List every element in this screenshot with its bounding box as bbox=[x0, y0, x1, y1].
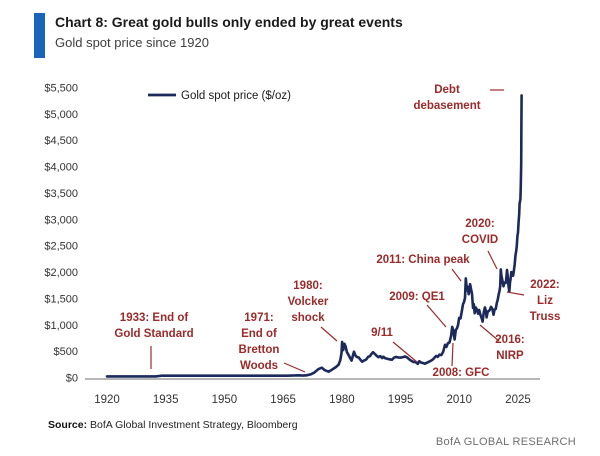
annotation-2016-nirp-text: 2016: bbox=[495, 334, 524, 346]
y-axis-tick-label: $2,500 bbox=[44, 241, 78, 253]
y-axis-tick-label: $1,000 bbox=[44, 320, 78, 332]
annotation-1971-bretton-woods-pointer bbox=[283, 362, 306, 373]
annotation-debt-debasement-text: debasement bbox=[413, 100, 480, 112]
annotation-2011-china-peak: 2011: China peak bbox=[376, 254, 470, 282]
y-axis-tick-label: $2,000 bbox=[44, 267, 78, 279]
annotation-1971-bretton-woods-text: Woods bbox=[240, 360, 278, 372]
annotation-1933-gold-standard-text: 1933: End of bbox=[120, 312, 189, 324]
annotation-2020-covid: 2020: COVID bbox=[462, 218, 498, 270]
x-axis-tick-label: 1935 bbox=[153, 394, 179, 406]
x-axis-tick-label: 1965 bbox=[270, 394, 296, 406]
annotation-2009-qe1: 2009: QE1 bbox=[389, 291, 447, 328]
x-axis-tick-label: 1950 bbox=[212, 394, 238, 406]
chart-subtitle: Gold spot price since 1920 bbox=[55, 34, 209, 50]
annotation-1933-gold-standard-text: Gold Standard bbox=[114, 328, 193, 340]
y-axis-tick-label: $500 bbox=[54, 346, 78, 358]
annotation-1980-volcker-shock-pointer bbox=[320, 326, 338, 342]
x-axis-tick-label: 1920 bbox=[94, 394, 120, 406]
y-axis-tick-label: $5,500 bbox=[44, 83, 78, 95]
y-axis-tick-label: $3,500 bbox=[44, 188, 78, 200]
y-axis-tick-label: $0 bbox=[66, 373, 78, 385]
annotation-debt-debasement: Debt debasement bbox=[413, 84, 504, 112]
chart-header: Chart 8: Great gold bulls only ended by … bbox=[34, 13, 403, 58]
accent-bar bbox=[34, 13, 45, 58]
annotation-9-11-pointer bbox=[392, 341, 418, 363]
source-label: Source: bbox=[48, 419, 88, 431]
annotation-2011-china-peak-pointer bbox=[451, 268, 462, 282]
y-axis-tick-label: $3,000 bbox=[44, 214, 78, 226]
source-line: Source: BofA Global Investment Strategy,… bbox=[48, 419, 298, 431]
annotation-2022-liz-truss-pointer bbox=[506, 291, 525, 296]
header-text-block: Chart 8: Great gold bulls only ended by … bbox=[55, 13, 403, 58]
annotation-1971-bretton-woods-text: End of bbox=[241, 328, 277, 340]
annotation-2020-covid-pointer bbox=[487, 250, 498, 270]
annotation-9-11-text: 9/11 bbox=[371, 327, 393, 339]
annotation-2016-nirp: 2016: NIRP bbox=[479, 324, 525, 362]
annotation-1980-volcker-shock-text: 1980: bbox=[293, 280, 322, 292]
annotation-2020-covid-text: 2020: bbox=[465, 218, 494, 230]
annotation-1971-bretton-woods: 1971: End of Bretton Woods bbox=[239, 312, 306, 373]
annotation-2022-liz-truss-text: Truss bbox=[530, 311, 561, 323]
legend-label: Gold spot price ($/oz) bbox=[181, 90, 291, 102]
annotation-1933-gold-standard: 1933: End of Gold Standard bbox=[114, 312, 194, 369]
annotation-2022-liz-truss-text: Liz bbox=[537, 295, 553, 307]
y-axis-tick-label: $4,500 bbox=[44, 135, 78, 147]
annotation-1971-bretton-woods-text: 1971: bbox=[244, 312, 273, 324]
annotation-2009-qe1-pointer bbox=[426, 304, 447, 328]
x-axis-tick-label: 1980 bbox=[329, 394, 355, 406]
annotation-2009-qe1-text: 2009: QE1 bbox=[389, 291, 445, 303]
chart-title: Chart 8: Great gold bulls only ended by … bbox=[55, 14, 403, 30]
y-axis-tick-label: $1,500 bbox=[44, 293, 78, 305]
brand-text: BofA GLOBAL RESEARCH bbox=[435, 436, 576, 448]
annotation-9-11: 9/11 bbox=[371, 327, 418, 363]
y-axis-tick-label: $4,000 bbox=[44, 162, 78, 174]
source-text: BofA Global Investment Strategy, Bloombe… bbox=[87, 419, 298, 431]
annotation-2011-china-peak-text: 2011: China peak bbox=[376, 254, 470, 266]
annotation-1980-volcker-shock: 1980: Volcker shock bbox=[288, 280, 338, 342]
annotation-2016-nirp-text: NIRP bbox=[496, 350, 524, 362]
gold-price-line bbox=[105, 94, 523, 378]
annotation-2008-gfc: 2008: GFC bbox=[433, 342, 490, 379]
annotation-2022-liz-truss: 2022: Liz Truss bbox=[506, 279, 561, 323]
annotation-2008-gfc-pointer bbox=[451, 342, 454, 367]
annotation-2016-nirp-pointer bbox=[479, 324, 500, 342]
annotation-1980-volcker-shock-text: Volcker bbox=[288, 296, 329, 308]
annotation-1971-bretton-woods-text: Bretton bbox=[239, 344, 280, 356]
annotation-debt-debasement-text: Debt bbox=[434, 84, 460, 96]
annotation-2008-gfc-text: 2008: GFC bbox=[433, 367, 490, 379]
annotation-1980-volcker-shock-text: shock bbox=[291, 312, 325, 324]
x-axis-tick-label: 2010 bbox=[447, 394, 473, 406]
x-axis-tick-label: 2025 bbox=[505, 394, 531, 406]
y-axis-tick-label: $5,000 bbox=[44, 109, 78, 121]
annotation-2022-liz-truss-text: 2022: bbox=[530, 279, 559, 291]
annotation-2020-covid-text: COVID bbox=[462, 234, 498, 246]
x-axis-tick-label: 1995 bbox=[388, 394, 414, 406]
